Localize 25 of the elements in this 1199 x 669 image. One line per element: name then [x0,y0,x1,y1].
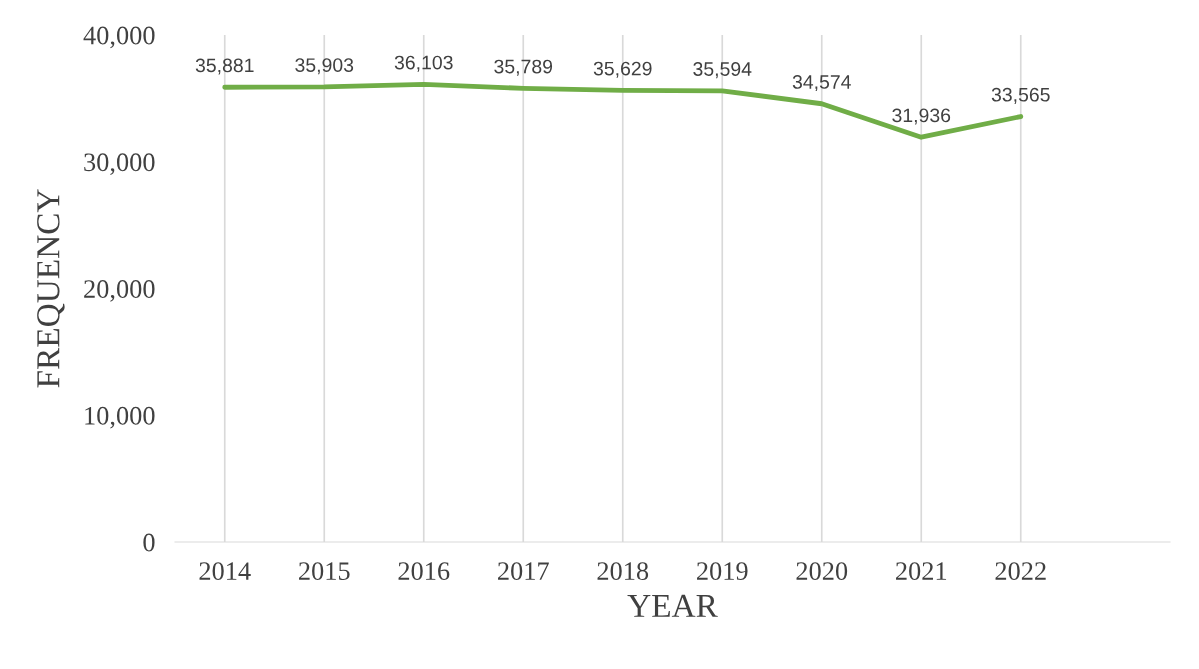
x-axis-title: YEAR [627,594,718,617]
x-tick-label: 2018 [597,562,649,581]
x-tick-label: 2021 [896,562,947,581]
y-tick-label: 40,000 [83,26,155,49]
y-axis-title: FREQUENCY [37,189,65,388]
x-tick-label: 2020 [796,562,848,581]
x-tick-label: 2014 [199,562,251,581]
data-label: 31,936 [892,108,951,125]
data-label: 35,881 [195,58,254,75]
x-tick-label: 2019 [697,562,748,581]
x-tick-label: 2016 [398,562,450,581]
data-label: 35,789 [494,59,553,76]
data-label: 36,103 [394,55,453,72]
y-tick-label: 30,000 [84,153,155,175]
data-label: 34,574 [792,75,851,92]
y-tick-label: 20,000 [84,280,155,302]
x-tick-label: 2015 [299,562,350,581]
data-label: 35,594 [693,62,752,79]
data-label: 35,629 [593,61,652,78]
x-tick-label: 2022 [995,562,1046,581]
x-tick-label: 2017 [498,562,549,581]
data-label: 33,565 [991,87,1050,104]
data-label: 35,903 [295,58,354,75]
y-tick-label: 0 [143,533,155,552]
y-tick-label: 10,000 [85,406,155,429]
